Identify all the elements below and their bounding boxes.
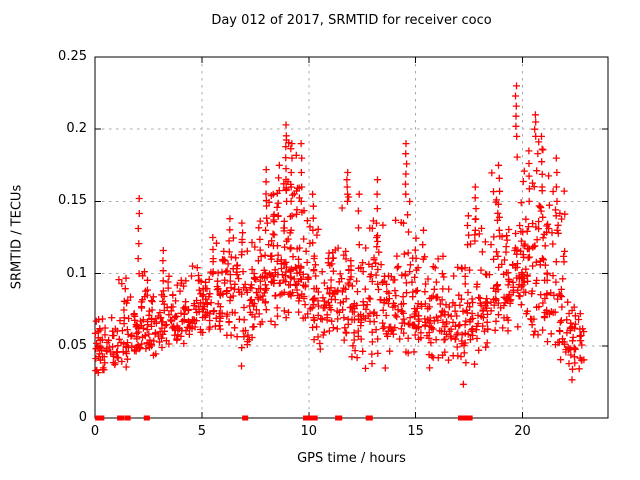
zero-value-marker (462, 415, 468, 421)
scatter-points (91, 82, 588, 388)
y-tick-label: 0.2 (66, 121, 87, 137)
y-tick-label: 0.1 (66, 265, 87, 281)
plot-border (94, 56, 609, 419)
x-tick-label: 20 (514, 424, 531, 439)
y-tick-label: 0.25 (58, 49, 87, 64)
zero-value-marker (312, 415, 318, 421)
y-tick-label: 0 (78, 410, 87, 425)
y-axis-label: SRMTID / TECUs (9, 184, 25, 290)
y-tick-label: 0.05 (58, 337, 87, 353)
zero-value-marker (307, 415, 313, 421)
zero-value-marker (144, 415, 150, 421)
x-tick-label: 5 (197, 424, 207, 439)
zero-value-marker (125, 415, 131, 421)
x-tick-label: 10 (300, 424, 318, 439)
x-tick-label: 0 (90, 424, 100, 439)
y-tick-label: 0.15 (58, 193, 87, 209)
zero-value-marker (99, 415, 105, 421)
chart-title: Day 012 of 2017, SRMTID for receiver coc… (211, 13, 492, 28)
zero-value-marker (337, 415, 343, 421)
zero-value-marker (119, 415, 125, 421)
zero-value-marker (243, 415, 249, 421)
x-axis-label: GPS time / hours (297, 451, 406, 466)
x-tick-label: 15 (407, 424, 424, 439)
zero-value-marker (367, 415, 373, 421)
zero-value-marker (467, 415, 473, 421)
